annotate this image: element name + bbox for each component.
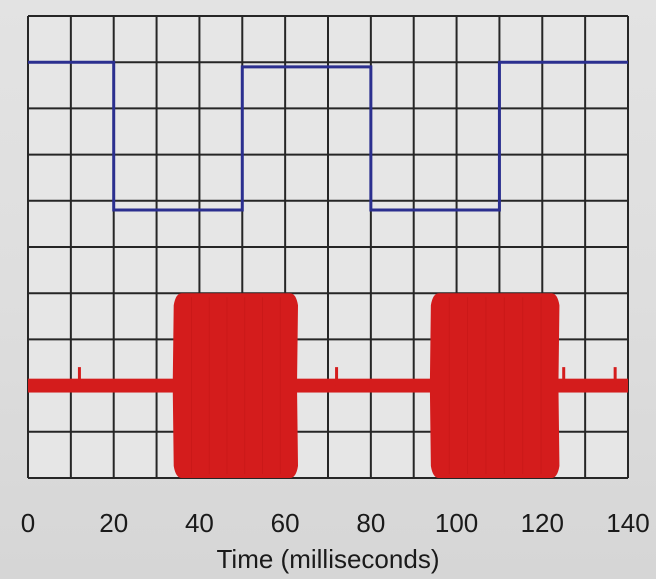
x-tick-label: 0 — [21, 508, 35, 538]
x-tick-label: 40 — [185, 508, 214, 538]
series-layer — [28, 60, 628, 478]
x-tick-label: 20 — [99, 508, 128, 538]
x-tick-label: 120 — [521, 508, 564, 538]
signal-burst — [172, 293, 298, 478]
square-wave-line — [28, 60, 628, 212]
x-tick-labels: 0 20 40 60 80 100 120 140 — [21, 508, 650, 538]
signal-burst — [429, 293, 560, 478]
x-tick-label: 60 — [271, 508, 300, 538]
modulated-signal — [28, 293, 628, 478]
x-axis-title: Time (milliseconds) — [217, 544, 440, 574]
x-tick-label: 100 — [435, 508, 478, 538]
x-tick-label: 80 — [356, 508, 385, 538]
x-tick-label: 140 — [606, 508, 649, 538]
